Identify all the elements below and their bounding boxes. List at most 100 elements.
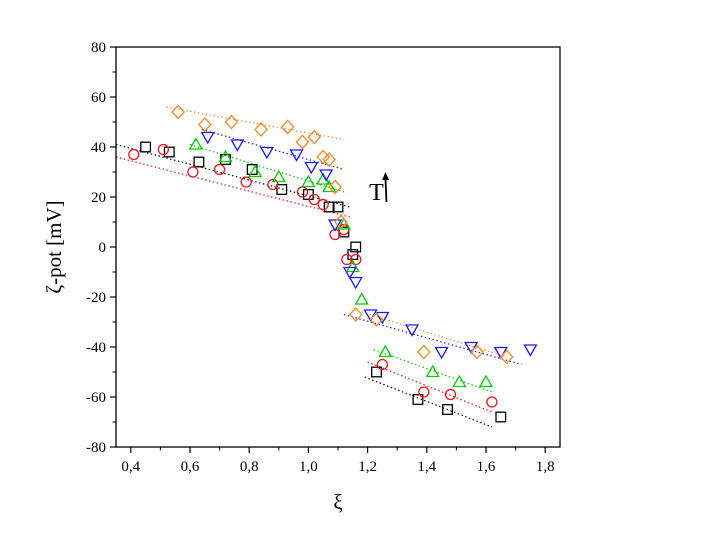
data-point-triangle-down	[259, 146, 275, 160]
data-point-diamond	[334, 214, 348, 230]
data-point-square	[412, 394, 424, 405]
data-point-circle	[213, 163, 226, 176]
data-point-triangle-up	[478, 374, 494, 388]
data-point-circle	[341, 253, 353, 266]
fit-line-circle	[115, 156, 350, 218]
data-point-diamond	[295, 134, 310, 150]
temperature-arrow	[384, 175, 388, 203]
data-point-circle	[486, 396, 498, 408]
data-point-circle	[240, 176, 252, 188]
temperature-arrow-head	[382, 172, 390, 181]
data-point-square	[193, 156, 205, 168]
series-diamond	[171, 104, 514, 365]
data-point-circle	[128, 148, 140, 161]
data-point-diamond	[348, 307, 363, 322]
data-point-diamond	[470, 344, 485, 360]
temperature-label: T	[369, 180, 384, 206]
data-point-diamond	[499, 349, 514, 365]
data-point-circle	[157, 143, 170, 156]
y-axis-title: ζ-pot [mV]	[42, 200, 66, 293]
data-point-circle	[444, 388, 457, 401]
y-tick-label: 60	[91, 90, 106, 106]
data-point-diamond	[224, 114, 239, 130]
data-point-triangle-up	[321, 179, 337, 193]
x-tick-label: 1,8	[536, 459, 555, 475]
data-point-diamond	[307, 129, 322, 145]
data-point-circle	[418, 386, 430, 398]
fit-line-diamond	[361, 311, 507, 358]
y-tick-label: -60	[86, 390, 106, 406]
data-point-circle	[317, 198, 329, 211]
x-tick-label: 1,2	[358, 459, 377, 475]
data-point-diamond	[369, 312, 384, 327]
data-point-square	[140, 141, 152, 153]
data-point-triangle-down	[342, 266, 357, 280]
temperature-annotation: T	[369, 172, 390, 206]
data-point-triangle-up	[345, 259, 360, 273]
fit-line-circle	[367, 361, 493, 413]
series-triangle-up	[188, 137, 494, 388]
fit-line-triangle-up	[373, 348, 493, 393]
data-point-triangle-up	[271, 169, 286, 183]
y-tick-label: -20	[86, 290, 106, 306]
fit-lines	[115, 106, 522, 428]
data-point-triangle-down	[230, 139, 245, 152]
data-point-triangle-up	[354, 292, 369, 305]
data-point-triangle-down	[434, 346, 449, 360]
data-point-triangle-up	[452, 374, 467, 388]
fit-line-triangle-up	[189, 143, 345, 193]
data-point-triangle-down	[523, 344, 538, 357]
fit-line-square	[364, 376, 493, 428]
y-tick-label: 20	[91, 190, 106, 206]
data-point-triangle-down	[200, 131, 215, 145]
plot-frame	[115, 46, 561, 448]
data-point-square	[442, 404, 453, 415]
x-tick-label: 1,0	[299, 459, 318, 475]
data-point-triangle-up	[188, 137, 204, 150]
data-point-triangle-up	[316, 172, 331, 185]
fit-line-square	[115, 143, 350, 208]
data-point-circle	[308, 193, 320, 206]
x-axis-title: ξ	[333, 490, 342, 514]
y-tick-label: 0	[99, 240, 107, 256]
x-tick-label: 1,4	[417, 459, 436, 475]
data-point-triangle-up	[336, 217, 352, 230]
data-point-diamond	[197, 117, 212, 132]
fit-line-triangle-down	[201, 128, 345, 171]
data-point-diamond	[322, 152, 337, 167]
y-tick-label: -80	[86, 440, 106, 456]
data-point-square	[495, 411, 507, 423]
series-triangle-down	[200, 131, 538, 360]
x-tick-label: 0,6	[181, 459, 200, 475]
data-point-diamond	[171, 104, 186, 120]
data-point-circle	[350, 253, 362, 266]
data-point-triangle-down	[304, 161, 319, 175]
data-point-circle	[376, 358, 389, 371]
data-point-circle	[187, 166, 199, 178]
data-point-diamond	[254, 122, 268, 137]
data-point-square	[323, 201, 335, 213]
data-point-circle	[267, 178, 279, 191]
data-point-triangle-down	[404, 324, 420, 337]
data-point-triangle-down	[348, 276, 363, 290]
data-point-triangle-down	[375, 311, 390, 325]
y-tick-label: 80	[91, 40, 106, 56]
data-point-triangle-up	[301, 174, 316, 188]
data-point-diamond	[416, 344, 431, 360]
data-point-square	[276, 184, 288, 195]
data-point-diamond	[280, 119, 295, 135]
data-point-triangle-up	[378, 344, 393, 358]
fit-line-triangle-down	[343, 313, 522, 366]
data-point-triangle-down	[289, 149, 304, 162]
x-tick-label: 0,8	[240, 459, 259, 475]
data-point-square	[332, 201, 344, 213]
y-tick-label: -40	[86, 340, 106, 356]
data-point-square	[350, 241, 362, 253]
data-point-triangle-up	[247, 164, 263, 178]
x-tick-label: 0,4	[121, 459, 140, 475]
data-point-square	[163, 146, 175, 158]
data-point-triangle-down	[319, 169, 334, 182]
axis-ticks: 0,4 0,6 0,8 1,0 1,2 1,4 1,6 1,8 -80 -60 -40 -20 0 20 4…	[86, 40, 555, 475]
data-point-square	[371, 366, 382, 378]
